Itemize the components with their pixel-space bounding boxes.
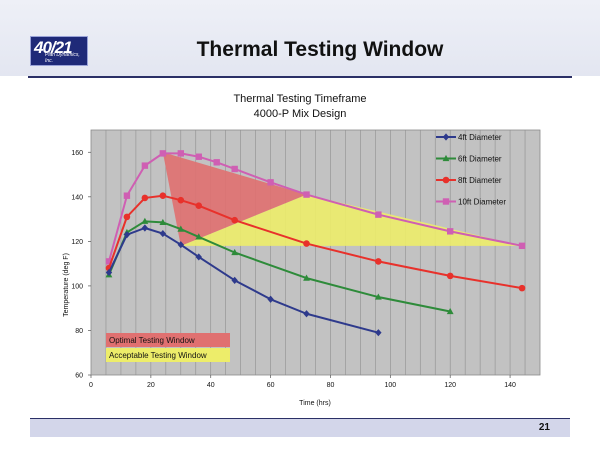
data-point-8ft-diameter [303,240,310,247]
data-point-10ft-diameter [105,258,113,265]
data-point-6ft-diameter [446,307,454,315]
y-tick-label: 120 [71,239,83,246]
series-line-6ft-diameter [108,220,451,313]
data-point-4ft-diameter [303,310,310,318]
legend-marker-8ft-diameter [442,176,450,184]
data-point-4ft-diameter [177,241,184,249]
chart-title: Thermal Testing Timeframe [233,93,366,105]
data-point-10ft-diameter [159,150,167,157]
x-tick-label: 20 [147,382,155,389]
data-point-10ft-diameter [141,162,149,169]
region-legend-box-acceptable-testing-window [106,348,230,362]
region-legend-label-optimal-testing-window: Optimal Testing Window [109,336,195,345]
data-point-8ft-diameter [195,202,203,210]
legend-marker-4ft-diameter [442,133,450,141]
data-point-4ft-diameter [375,329,382,337]
data-point-8ft-diameter [123,213,131,221]
legend-label-4ft-diameter: 4ft Diameter [458,133,502,142]
slide-title: Thermal Testing Window [196,38,444,61]
series-line-4ft-diameter [108,227,379,334]
data-point-4ft-diameter [123,231,131,239]
data-point-10ft-diameter [303,191,310,198]
chart-subtitle: 4000-P Mix Design [254,108,347,120]
legend-label-6ft-diameter: 6ft Diameter [458,155,502,164]
x-tick-label: 80 [327,382,335,389]
page-number: 21 [538,422,550,433]
data-point-6ft-diameter [141,217,149,224]
x-tick-label: 60 [267,382,275,389]
slide-header: 40/21 Plan Dynamics, Inc. Thermal Testin… [0,0,600,76]
region-optimal-testing-window [162,152,307,246]
data-point-10ft-diameter [177,150,184,157]
x-tick-label: 120 [444,382,456,389]
data-point-10ft-diameter [123,192,131,199]
data-point-10ft-diameter [231,165,238,173]
thermal-chart: Thermal Testing Timeframe 4000-P Mix Des… [63,93,541,407]
x-tick-label: 140 [504,382,516,389]
y-tick-label: 140 [71,194,83,201]
logo-subtext: Plan Dynamics, Inc. [45,52,80,64]
x-tick-label: 0 [89,382,93,389]
data-point-6ft-diameter [231,248,239,256]
region-legend-label-acceptable-testing-window: Acceptable Testing Window [109,351,207,360]
y-tick-label: 100 [71,283,83,290]
data-point-6ft-diameter [195,233,203,240]
data-point-6ft-diameter [374,293,382,300]
data-point-6ft-diameter [159,218,167,226]
data-point-10ft-diameter [267,179,274,186]
data-point-8ft-diameter [375,258,382,265]
company-logo: 40/21 Plan Dynamics, Inc. [30,36,88,66]
data-point-8ft-diameter [159,192,167,200]
region-legend-box-optimal-testing-window [106,333,230,347]
footer-bar: 21 [30,418,570,437]
x-axis-label: Time (hrs) [299,400,331,407]
data-point-4ft-diameter [195,253,202,261]
x-tick-label: 100 [384,382,396,389]
data-point-10ft-diameter [195,153,202,160]
y-tick-label: 80 [75,328,83,335]
legend-label-10ft-diameter: 10ft Diameter [458,198,506,207]
data-point-8ft-diameter [446,272,454,280]
data-point-4ft-diameter [141,224,149,232]
x-tick-label: 40 [207,382,215,389]
data-point-10ft-diameter [375,211,382,218]
y-tick-label: 160 [71,150,83,157]
region-acceptable-testing-window [180,194,523,246]
data-point-10ft-diameter [518,242,526,250]
data-point-4ft-diameter [159,229,167,238]
header-divider [28,76,572,78]
data-point-10ft-diameter [447,228,454,235]
data-point-6ft-diameter [177,225,185,232]
legend-marker-10ft-diameter [442,198,450,205]
logo-text: 40/21 [34,38,73,57]
chart-container: Thermal Testing Timeframe 4000-P Mix Des… [0,80,600,410]
data-point-8ft-diameter [177,196,185,204]
data-point-8ft-diameter [141,194,149,202]
data-point-8ft-diameter [231,216,238,224]
y-tick-label: 60 [75,373,83,380]
data-point-6ft-diameter [303,274,310,281]
legend-marker-6ft-diameter [442,154,450,162]
y-axis-label: Temperature (deg F) [63,253,70,317]
data-point-8ft-diameter [518,284,526,292]
legend-label-8ft-diameter: 8ft Diameter [458,176,502,185]
data-point-10ft-diameter [213,159,220,166]
